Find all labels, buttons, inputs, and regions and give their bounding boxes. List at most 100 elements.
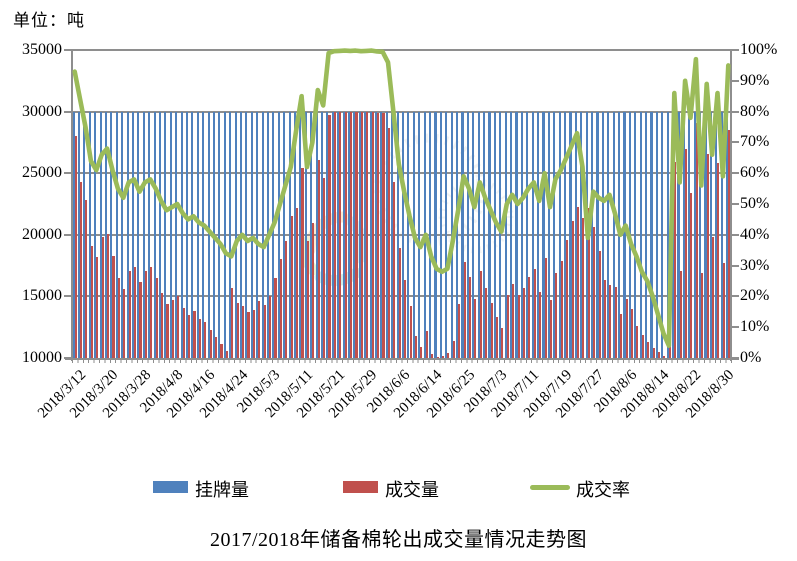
- axis-unit-label: 单位：吨: [13, 11, 85, 30]
- right-axis-tick: [731, 172, 739, 175]
- bar-listed: [304, 111, 307, 358]
- bar-listed: [666, 111, 669, 358]
- bar-listed: [180, 111, 183, 358]
- bar-listed: [661, 111, 664, 358]
- legend-label-traded: 成交量: [385, 480, 439, 500]
- bar-listed: [720, 111, 723, 358]
- bar-listed: [456, 111, 459, 358]
- bar-traded: [533, 269, 536, 358]
- bar-traded: [339, 111, 342, 358]
- bar-listed: [531, 111, 534, 358]
- bar-listed: [526, 111, 529, 358]
- bar-listed: [250, 111, 253, 358]
- bar-traded: [636, 326, 639, 358]
- bar-traded: [652, 348, 655, 358]
- bar-traded: [134, 266, 137, 358]
- bar-listed: [175, 111, 178, 358]
- bar-listed: [369, 111, 372, 358]
- right-axis-tick: [731, 233, 739, 236]
- left-axis-tick: [64, 172, 72, 175]
- bar-traded: [603, 280, 607, 358]
- bar-traded: [209, 329, 212, 358]
- bar-listed: [445, 111, 448, 358]
- bar-traded: [668, 345, 671, 358]
- bar-traded: [614, 286, 617, 358]
- right-axis-label: 80%: [740, 102, 770, 120]
- bar-traded: [717, 163, 720, 358]
- bar-listed: [499, 111, 502, 358]
- bar-listed: [439, 111, 442, 358]
- bar-traded: [269, 296, 272, 358]
- bar-listed: [574, 111, 577, 358]
- bar-traded: [657, 351, 661, 358]
- legend-item-traded: 成交量: [343, 478, 473, 500]
- bar-traded: [90, 245, 93, 358]
- bar-traded: [258, 301, 261, 358]
- bar-traded: [387, 127, 390, 358]
- bar-listed: [385, 111, 388, 358]
- bar-listed: [142, 111, 145, 358]
- bar-traded: [625, 298, 628, 358]
- bar-traded: [690, 192, 693, 358]
- bar-traded: [80, 181, 83, 358]
- bar-listed: [148, 111, 151, 358]
- left-axis-tick: [64, 233, 72, 236]
- right-axis-label: 90%: [740, 71, 770, 89]
- bar-traded: [587, 207, 590, 358]
- bar-traded: [220, 344, 223, 358]
- bar-traded: [263, 305, 266, 358]
- bar-listed: [699, 111, 702, 358]
- plot-area: [64, 48, 739, 363]
- bar-traded: [684, 148, 688, 358]
- bar-listed: [229, 111, 232, 358]
- bar-listed: [191, 111, 194, 358]
- bar-traded: [593, 227, 596, 358]
- bar-traded: [296, 207, 299, 358]
- bar-listed: [137, 111, 140, 358]
- bar-listed: [104, 111, 107, 358]
- bar-listed: [169, 111, 172, 358]
- bar-listed: [580, 111, 583, 358]
- bar-listed: [569, 111, 572, 358]
- bar-listed: [185, 111, 189, 358]
- bar-traded: [193, 311, 196, 358]
- legend-swatch-listed: [153, 481, 188, 493]
- bar-traded: [598, 250, 601, 358]
- bar-traded: [204, 322, 207, 358]
- bar-traded: [436, 356, 439, 358]
- bar-listed: [364, 111, 367, 358]
- bar-traded: [506, 295, 509, 358]
- bar-traded: [236, 302, 239, 358]
- bar-traded: [425, 330, 428, 358]
- left-axis-label: 10000: [22, 349, 62, 366]
- bar-traded: [215, 337, 218, 358]
- bar-traded: [495, 317, 499, 358]
- bar-listed: [688, 111, 691, 358]
- bar-listed: [110, 111, 113, 358]
- bar-traded: [706, 153, 709, 358]
- bar-traded: [360, 111, 363, 358]
- bar-listed: [402, 111, 405, 358]
- right-axis-tick: [731, 264, 739, 267]
- bar-traded: [333, 111, 336, 358]
- bar-listed: [461, 111, 464, 358]
- bar-listed: [202, 111, 205, 358]
- bar-traded: [328, 115, 331, 358]
- bar-traded: [117, 277, 120, 358]
- bar-traded: [555, 273, 558, 358]
- bar-traded: [398, 248, 401, 358]
- bar-traded: [544, 258, 547, 358]
- bar-traded: [290, 216, 293, 358]
- bar-listed: [126, 111, 129, 358]
- bar-traded: [620, 313, 623, 358]
- bar-listed: [596, 111, 599, 358]
- bar-listed: [374, 111, 378, 358]
- bar-traded: [177, 296, 180, 358]
- bar-listed: [337, 111, 340, 358]
- gridline: [72, 233, 731, 236]
- bar-listed: [510, 111, 513, 358]
- bar-traded: [441, 355, 444, 358]
- left-axis-label: 30000: [22, 102, 62, 120]
- bar-listed: [277, 111, 280, 358]
- bar-traded: [468, 276, 471, 358]
